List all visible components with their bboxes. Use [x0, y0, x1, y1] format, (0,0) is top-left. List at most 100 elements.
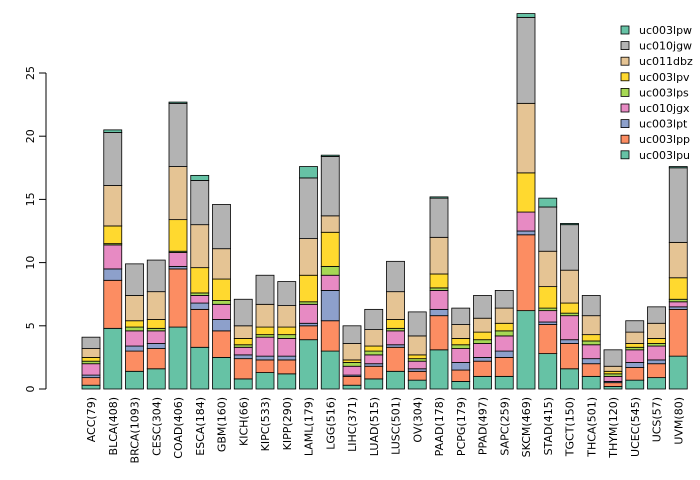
- bar-segment: [190, 180, 210, 226]
- bar-segment: [560, 224, 579, 271]
- bar-segment: [429, 308, 449, 317]
- bar-stack: [429, 196, 449, 390]
- bar-segment: [320, 156, 340, 217]
- bar-segment: [668, 166, 688, 169]
- bar-segment: [103, 185, 123, 227]
- bar-segment: [81, 348, 101, 358]
- x-tick-label: PAAD(178): [433, 397, 446, 456]
- bar-segment: [320, 265, 340, 276]
- bar-segment: [125, 326, 144, 332]
- legend-item: uc010jgx: [620, 102, 690, 115]
- bar-segment: [320, 320, 340, 352]
- x-tick-label: LUSC(501): [390, 397, 403, 455]
- bar-segment: [560, 223, 579, 226]
- bar-segment: [190, 308, 210, 348]
- bar-segment: [516, 102, 536, 174]
- bar-stack: [494, 290, 514, 390]
- x-tick-label: LGG(516): [324, 397, 337, 450]
- bar-segment: [494, 322, 514, 332]
- bar-segment: [429, 197, 449, 238]
- bar-segment: [581, 358, 601, 365]
- bar-segment: [407, 335, 427, 356]
- legend-swatch: [620, 56, 630, 66]
- bar-segment: [146, 348, 166, 370]
- bar-stack: [125, 263, 144, 390]
- bar-segment: [146, 330, 166, 344]
- bar-segment: [668, 355, 688, 390]
- bar-segment: [212, 356, 231, 390]
- legend-label: uc003lps: [639, 86, 689, 99]
- bar-segment: [647, 363, 666, 379]
- bar-segment: [103, 268, 123, 281]
- bar-segment: [451, 344, 471, 349]
- bar-segment: [516, 234, 536, 312]
- bar-stack: [647, 306, 666, 390]
- bar-segment: [647, 322, 666, 339]
- bar-segment: [233, 358, 253, 380]
- bar-segment: [299, 303, 318, 324]
- legend-item: uc003lpu: [620, 149, 690, 162]
- legend-label: uc003lpu: [639, 149, 690, 162]
- x-tick-label: KICH(66): [237, 397, 250, 446]
- x-tick-label: UCS(57): [651, 397, 664, 442]
- bar-segment: [299, 177, 318, 239]
- bar-segment: [277, 334, 297, 339]
- bar-segment: [103, 132, 123, 186]
- legend-label: uc003lpt: [639, 118, 688, 131]
- bar-stack: [342, 325, 362, 390]
- bar-segment: [81, 336, 101, 349]
- bar-segment: [494, 356, 514, 377]
- x-tick-label: ESCA(184): [194, 397, 207, 456]
- bar-segment: [407, 360, 427, 370]
- legend-label: uc003lpw: [639, 24, 692, 37]
- bar-stack: [299, 166, 318, 390]
- y-tick-label: 25: [24, 66, 37, 80]
- legend-swatch: [620, 88, 630, 97]
- bar-segment: [299, 166, 318, 179]
- legend: uc003lpw uc010jgw uc011dbz uc003lpv uc003lps…: [620, 24, 693, 162]
- bar-segment: [255, 372, 275, 390]
- bar-segment: [516, 16, 536, 104]
- legend-label: uc011dbz: [639, 55, 693, 68]
- bar-stack: [581, 295, 601, 390]
- bar-segment: [407, 354, 427, 360]
- bar-segment: [168, 101, 188, 104]
- bar-segment: [168, 268, 188, 328]
- x-tick-label: THYM(120): [607, 397, 620, 459]
- x-tick-label: LIHC(371): [346, 397, 359, 452]
- bar-stack: [103, 129, 123, 390]
- legend-label: uc010jgw: [639, 40, 692, 53]
- bar-segment: [299, 238, 318, 276]
- bar-segment: [190, 267, 210, 294]
- bar-segment: [451, 324, 471, 339]
- bar-segment: [146, 319, 166, 329]
- bar-segment: [212, 300, 231, 305]
- bar-segment: [277, 359, 297, 375]
- bar-segment: [668, 241, 688, 279]
- bar-segment: [625, 367, 645, 381]
- bar-segment: [342, 365, 362, 376]
- bar-segment: [342, 375, 362, 386]
- bar-segment: [299, 339, 318, 390]
- bar-segment: [299, 274, 318, 303]
- bar-segment: [407, 370, 427, 381]
- bar-segment: [560, 269, 579, 304]
- bar-segment: [668, 167, 688, 243]
- bar-segment: [342, 325, 362, 344]
- bar-segment: [451, 369, 471, 382]
- bar-segment: [668, 301, 688, 308]
- bar-segment: [429, 349, 449, 390]
- bar-segment: [429, 196, 449, 199]
- bar-segment: [212, 330, 231, 358]
- x-tick-label: SKCM(469): [520, 397, 533, 457]
- bar-segment: [233, 298, 253, 327]
- bar-segment: [647, 377, 666, 390]
- bar-segment: [212, 303, 231, 320]
- bar-segment: [625, 349, 645, 363]
- bar-segment: [451, 362, 471, 371]
- bar-segment: [516, 310, 536, 390]
- bar-segment: [494, 290, 514, 309]
- legend-swatch: [620, 41, 630, 50]
- bar-segment: [407, 379, 427, 390]
- legend-swatch: [620, 25, 630, 35]
